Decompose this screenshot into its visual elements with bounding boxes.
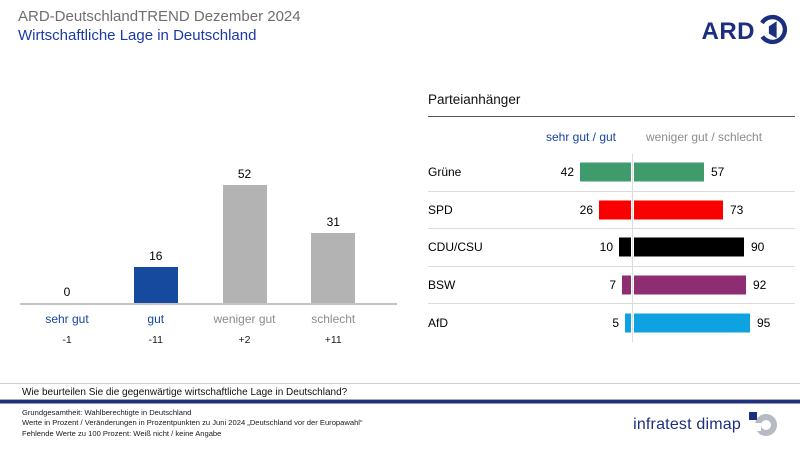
bar-positive <box>622 275 631 295</box>
footer-divider-rule <box>0 399 800 404</box>
bar-gut <box>133 267 178 303</box>
party-row-SPD: SPD 26 73 <box>428 192 795 229</box>
change-label: -1 <box>62 334 72 346</box>
methodology-footnotes: Grundgesamtheit: Wahlberechtigte in Deut… <box>22 408 363 439</box>
panel-title: Parteianhänger <box>428 92 795 117</box>
party-row-BSW: BSW 7 92 <box>428 267 795 304</box>
value-positive: 7 <box>609 277 616 292</box>
party-name: BSW <box>428 277 456 292</box>
center-axis-line <box>632 154 633 342</box>
header-supertitle: ARD-DeutschlandTREND Dezember 2024 <box>18 8 301 25</box>
ard-logo: ARD <box>702 14 789 50</box>
panel-column-headers: sehr gut / gut weniger gut / schlecht <box>428 117 795 154</box>
category-label: schlecht <box>311 312 356 326</box>
change-label: +11 <box>324 334 342 346</box>
bar-negative <box>634 237 744 257</box>
value-negative: 90 <box>751 240 765 255</box>
category-label: sehr gut <box>45 312 89 326</box>
party-name: CDU/CSU <box>428 240 483 255</box>
survey-question: Wie beurteilen Sie die gegenwärtige wirt… <box>22 387 348 398</box>
party-row-AfD: AfD 5 95 <box>428 304 795 342</box>
ard-one-circle-icon <box>757 14 788 50</box>
bar-chart-axis-labels: sehr gut -1 gut -11 weniger gut +2 schlecht +11 <box>20 305 397 346</box>
infratest-dimap-mark-icon <box>749 412 777 437</box>
x-axis-baseline <box>20 303 397 305</box>
value-positive: 5 <box>612 315 619 330</box>
bar-negative <box>634 313 750 333</box>
value-positive: 10 <box>599 240 613 255</box>
infratest-dimap-logo: infratest dimap <box>633 412 777 437</box>
bar-value-label: 31 <box>326 215 340 229</box>
value-positive: 42 <box>560 165 574 180</box>
ard-logo-text: ARD <box>701 18 755 45</box>
bar-positive <box>599 200 631 220</box>
bar-value-label: 52 <box>237 167 252 181</box>
party-row-Grüne: Grüne 42 57 <box>428 154 795 192</box>
bar-chart-plot-area: 0 16 52 31 <box>20 152 397 305</box>
bar-positive <box>619 237 631 257</box>
party-row-CDU/CSU: CDU/CSU 10 90 <box>428 229 795 267</box>
party-name: SPD <box>428 202 453 217</box>
footnote-line: Werte in Prozent / Veränderungen in Proz… <box>22 418 363 428</box>
change-label: -11 <box>148 334 163 346</box>
party-supporters-panel: Parteianhänger sehr gut / gut weniger gu… <box>428 92 795 342</box>
category-label: gut <box>147 312 165 326</box>
column-header-positive: sehr gut / gut <box>545 130 617 144</box>
category-label: weniger gut <box>213 312 276 326</box>
bar-schlecht <box>311 233 356 303</box>
value-negative: 73 <box>730 202 744 217</box>
party-name: AfD <box>428 315 449 330</box>
value-positive: 26 <box>579 202 593 217</box>
bar-negative <box>634 162 704 182</box>
footnote-line: Grundgesamtheit: Wahlberechtigte in Deut… <box>22 408 192 417</box>
bar-weniger gut <box>222 185 267 303</box>
economic-rating-bar-chart: 0 16 52 31 sehr gut -1 gut -11 weniger gut +2 sch… <box>20 152 397 346</box>
footnote-line: Fehlende Werte zu 100 Prozent: Weiß nich… <box>22 428 222 438</box>
survey-question-block: Wie beurteilen Sie die gegenwärtige wirt… <box>0 383 800 398</box>
bar-negative <box>634 275 746 295</box>
change-label: +2 <box>238 334 251 346</box>
infratest-dimap-text: infratest dimap <box>633 415 741 433</box>
bar-value-label: 16 <box>149 249 163 263</box>
party-rows: Grüne 42 57 SPD 26 73 CDU/CSU 10 90 BSW 7 92 AfD 5 95 <box>428 154 795 342</box>
column-header-negative: weniger gut / schlecht <box>645 130 763 144</box>
bar-positive <box>580 162 631 182</box>
bar-value-label: 0 <box>63 285 71 299</box>
party-name: Grüne <box>428 165 462 180</box>
bar-negative <box>634 200 723 220</box>
value-negative: 57 <box>711 165 725 180</box>
value-negative: 95 <box>757 315 771 330</box>
page-title: Wirtschaftliche Lage in Deutschland <box>18 27 257 44</box>
value-negative: 92 <box>753 277 767 292</box>
bar-positive <box>625 313 631 333</box>
